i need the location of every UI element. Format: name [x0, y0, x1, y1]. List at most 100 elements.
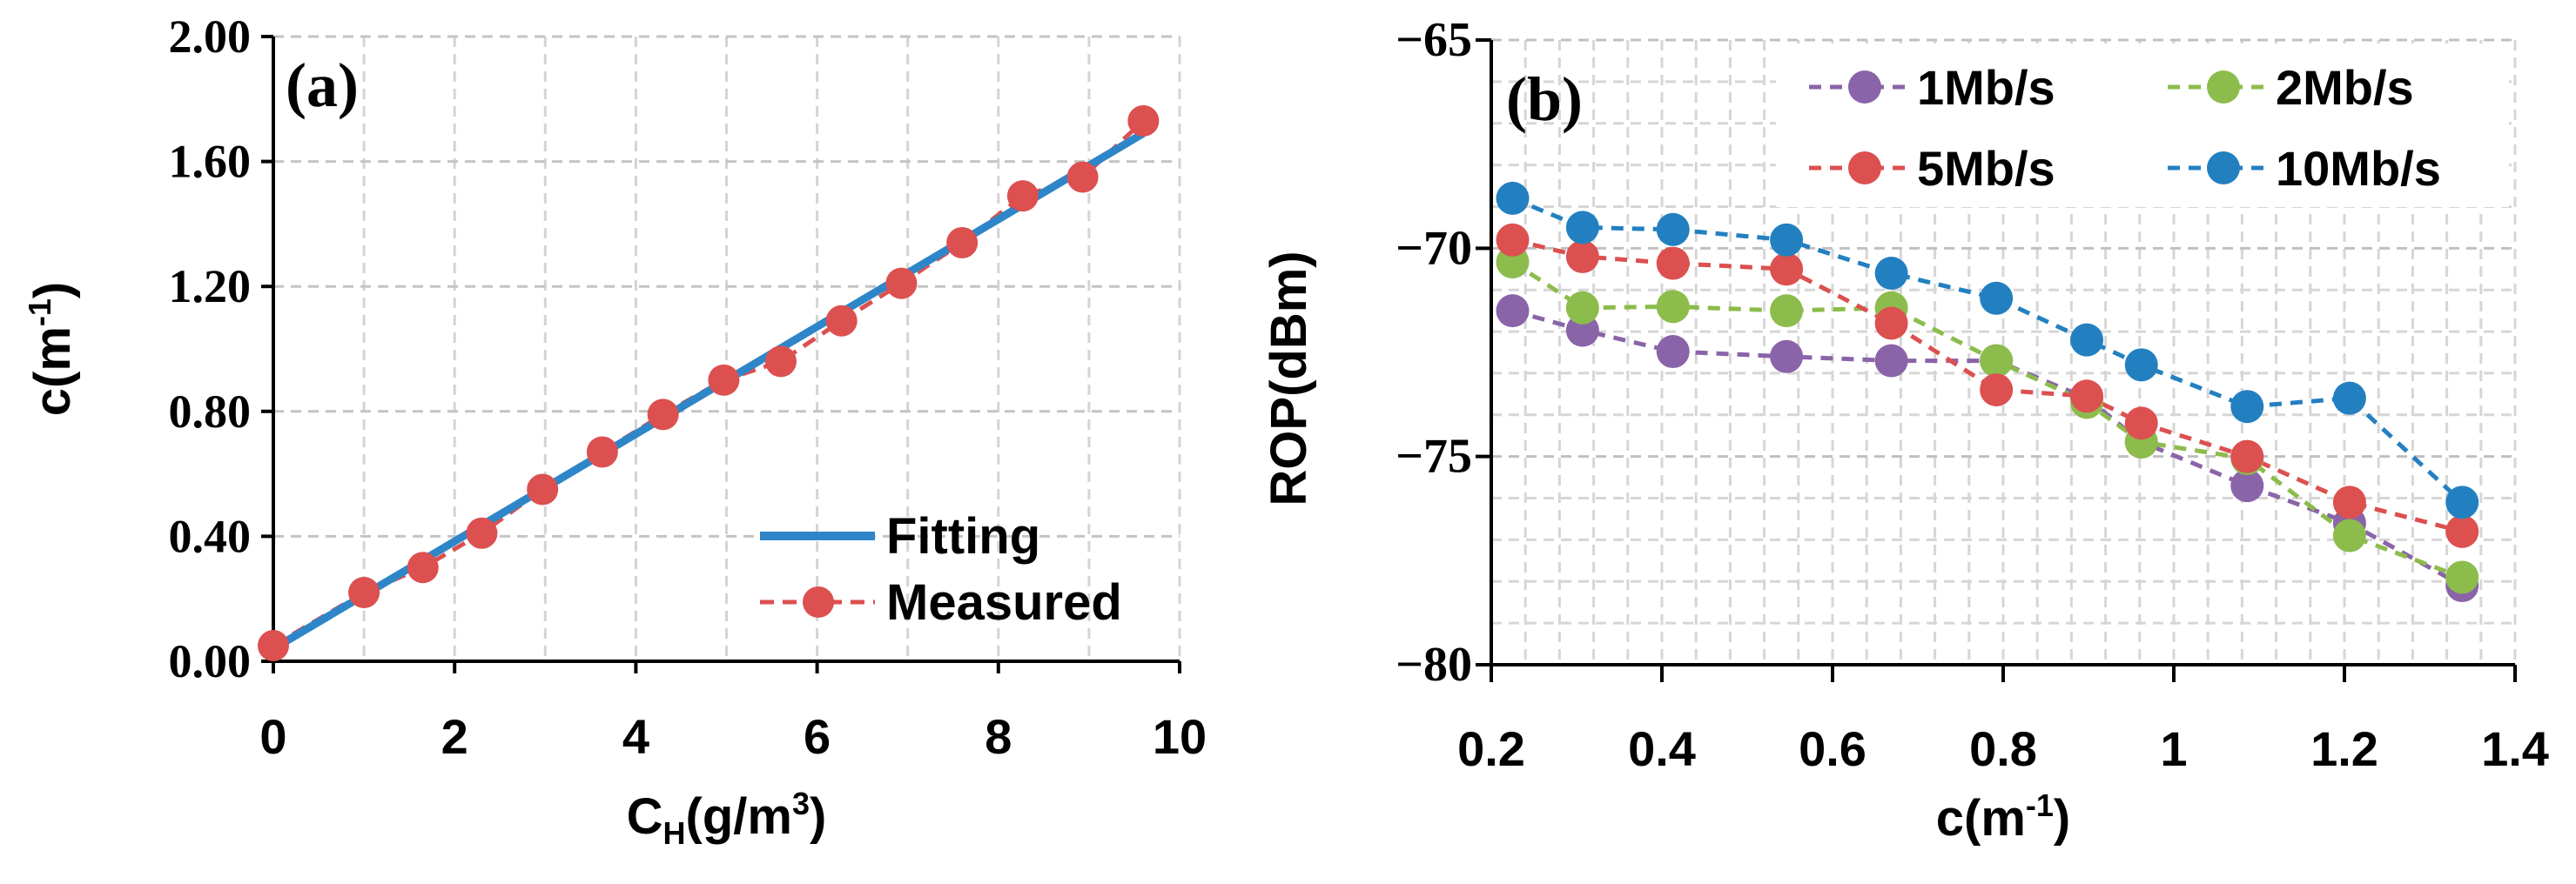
- data-point-1mb-s: [1874, 344, 1908, 378]
- data-point-2mb-s: [1565, 291, 1599, 325]
- x-tick-label: 1: [2160, 721, 2187, 776]
- x-tick-label: 0.6: [1799, 721, 1866, 776]
- data-point-10mb-s: [2445, 486, 2479, 519]
- data-point-1mb-s: [1656, 335, 1690, 369]
- x-tick-label: 0: [259, 709, 286, 764]
- panel-label: (b): [1506, 64, 1583, 134]
- x-axis-label-superscript: 3: [792, 786, 810, 821]
- y-tick-label: 1.20: [169, 260, 252, 312]
- legend-marker-2mb-s: [2207, 70, 2240, 104]
- data-point-5mb-s: [2445, 514, 2479, 548]
- x-tick-label: 10: [1153, 709, 1207, 764]
- data-point-measured: [348, 577, 380, 609]
- x-axis-label-end: ): [2054, 790, 2070, 847]
- legend-label-fitting: Fitting: [886, 508, 1040, 565]
- data-point-5mb-s: [1656, 246, 1690, 280]
- x-axis-label-end: ): [810, 788, 826, 845]
- x-axis-label: c(m-1): [1936, 787, 2071, 847]
- data-point-measured: [1006, 180, 1039, 212]
- data-point-2mb-s: [2332, 519, 2366, 552]
- data-point-10mb-s: [1656, 212, 1690, 246]
- series-line-5mb-s: [1511, 238, 2463, 534]
- data-point-measured: [885, 267, 918, 299]
- data-point-measured: [946, 226, 979, 258]
- legend-box: [1776, 44, 2509, 207]
- legend-label-5mb-s: 5Mb/s: [1917, 141, 2055, 196]
- data-point-measured: [764, 345, 797, 378]
- data-point-5mb-s: [2070, 379, 2104, 413]
- data-point-measured: [586, 436, 618, 468]
- y-axis-label-main: c(m: [24, 326, 81, 416]
- data-point-10mb-s: [2332, 381, 2366, 415]
- data-point-1mb-s: [1770, 339, 1804, 373]
- x-tick-label: 4: [622, 709, 649, 764]
- legend-label-10mb-s: 10Mb/s: [2276, 141, 2441, 196]
- data-point-2mb-s: [1656, 290, 1690, 324]
- data-point-measured: [258, 630, 289, 662]
- panel-label: (a): [286, 50, 359, 120]
- x-tick-label: 0.8: [1969, 721, 2037, 776]
- y-tick-label: −70: [1396, 221, 1472, 275]
- x-axis-label-rest: (g/m: [686, 788, 792, 845]
- y-axis-label: ROP(dBm): [1261, 251, 1317, 506]
- y-tick-label: −80: [1396, 638, 1472, 692]
- legend-label-measured: Measured: [886, 574, 1122, 631]
- data-point-5mb-s: [2230, 439, 2264, 473]
- y-tick-label: 2.00: [169, 10, 252, 63]
- data-point-measured: [527, 473, 559, 506]
- data-point-2mb-s: [2445, 560, 2479, 594]
- data-point-1mb-s: [2230, 469, 2264, 503]
- data-point-10mb-s: [1496, 181, 1530, 215]
- data-point-measured: [1066, 161, 1099, 193]
- x-axis-label: CH(g/m3): [627, 786, 827, 851]
- panel-a: 0.00 0.40 0.80 1.20 1.60 2.00 0 2 4 6 8 10 (a) CH(g/m…: [22, 10, 1207, 851]
- legend-label-2mb-s: 2Mb/s: [2276, 60, 2414, 115]
- x-tick-label: 2: [441, 709, 468, 764]
- data-point-10mb-s: [2124, 348, 2158, 382]
- data-point-5mb-s: [2124, 406, 2158, 440]
- x-tick-label: 8: [985, 709, 1012, 764]
- data-point-10mb-s: [1874, 257, 1908, 291]
- data-point-5mb-s: [1770, 252, 1804, 286]
- data-point-5mb-s: [1980, 373, 2014, 407]
- y-tick-label: −75: [1396, 430, 1472, 484]
- y-axis-label-superscript: -1: [22, 298, 57, 326]
- data-point-5mb-s: [1565, 239, 1599, 273]
- x-tick-label: 1.4: [2481, 721, 2549, 776]
- x-tick-label: 0.4: [1628, 721, 1696, 776]
- data-point-measured: [708, 364, 740, 396]
- series-line-fitting: [271, 130, 1146, 653]
- data-point-10mb-s: [2070, 323, 2104, 357]
- panel-b: −80 −75 −70 −65 0.2 0.4 0.6 0.8 1 1.2 1.4 (b) c(m-1)…: [1261, 13, 2549, 847]
- data-point-1mb-s: [1496, 294, 1530, 328]
- data-point-10mb-s: [1565, 211, 1599, 244]
- x-axis-label-subscript: H: [663, 815, 686, 851]
- y-tick-label: 0.80: [169, 385, 252, 438]
- data-point-10mb-s: [2230, 390, 2264, 424]
- y-tick-label: −65: [1396, 13, 1472, 67]
- series-line-10mb-s: [1511, 196, 2464, 505]
- y-tick-label: 1.60: [169, 136, 252, 188]
- x-axis-label-main: C: [627, 788, 663, 845]
- legend-label-1mb-s: 1Mb/s: [1917, 60, 2055, 115]
- data-point-5mb-s: [2332, 486, 2366, 519]
- y-axis-label-end: ): [24, 282, 81, 298]
- data-point-2mb-s: [1980, 344, 2014, 378]
- data-point-2mb-s: [1770, 294, 1804, 328]
- legend-marker-10mb-s: [2207, 151, 2240, 184]
- legend-marker-1mb-s: [1848, 70, 1881, 104]
- x-tick-label: 6: [804, 709, 831, 764]
- data-point-measured: [1127, 104, 1160, 137]
- data-point-measured: [647, 398, 679, 431]
- x-axis-label-main: c(m: [1936, 790, 2026, 847]
- x-axis-label-superscript: -1: [2026, 787, 2054, 823]
- data-point-5mb-s: [1874, 306, 1908, 340]
- data-point-measured: [407, 552, 439, 584]
- legend-marker-measured: [803, 586, 834, 618]
- y-tick-label: 0.40: [169, 510, 252, 562]
- data-point-10mb-s: [1980, 281, 2014, 315]
- x-tick-label: 0.2: [1457, 721, 1525, 776]
- data-point-10mb-s: [1770, 223, 1804, 257]
